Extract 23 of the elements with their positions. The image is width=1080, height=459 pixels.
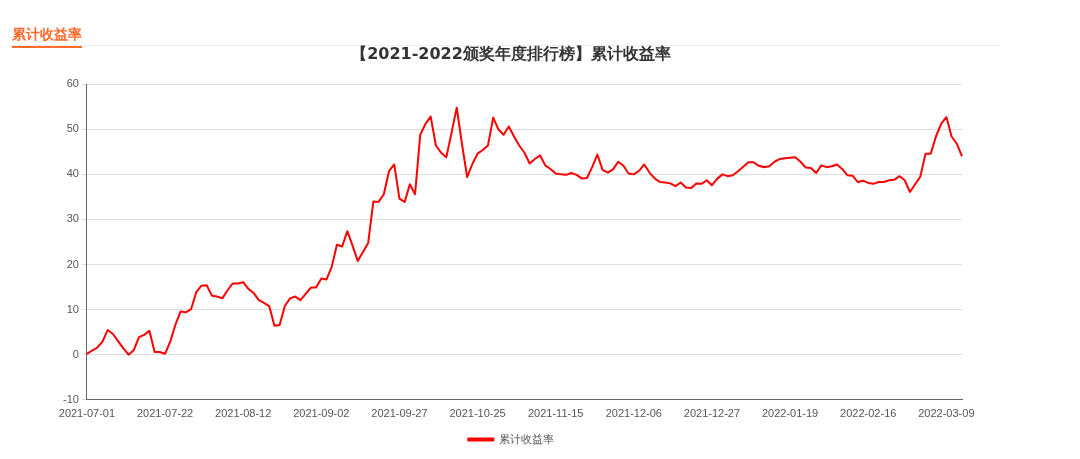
y-tick-label: 0 bbox=[72, 347, 79, 360]
y-tick-label: 20 bbox=[66, 257, 79, 270]
x-tick-label: 2022-02-16 bbox=[840, 407, 897, 420]
legend-label: 累计收益率 bbox=[498, 432, 554, 445]
y-tick-label: -10 bbox=[62, 392, 79, 405]
x-tick-label: 2021-07-22 bbox=[136, 407, 194, 420]
x-tick-label: 2022-03-09 bbox=[918, 407, 975, 420]
x-tick-label: 2021-11-15 bbox=[527, 407, 584, 420]
x-tick-label: 2021-10-25 bbox=[449, 407, 506, 420]
y-tick-label: 50 bbox=[66, 122, 79, 135]
x-tick-label: 2021-09-02 bbox=[293, 407, 350, 420]
chart-title: 【2021-2022颁奖年度排行榜】累计收益率 bbox=[351, 43, 671, 63]
x-tick-label: 2021-12-06 bbox=[605, 407, 662, 420]
y-tick-label: 30 bbox=[66, 212, 79, 225]
x-tick-label: 2021-12-27 bbox=[683, 407, 741, 420]
x-tick-label: 2021-07-01 bbox=[58, 407, 116, 420]
y-tick-label: 10 bbox=[66, 302, 79, 315]
y-tick-label: 40 bbox=[66, 167, 79, 180]
text: 累计收益率 bbox=[12, 26, 82, 42]
x-tick-label: 2022-01-19 bbox=[761, 407, 819, 420]
y-tick-label: 60 bbox=[66, 77, 79, 90]
x-tick-label: 2021-08-12 bbox=[215, 407, 272, 420]
x-tick-label: 2021-09-27 bbox=[371, 407, 428, 420]
